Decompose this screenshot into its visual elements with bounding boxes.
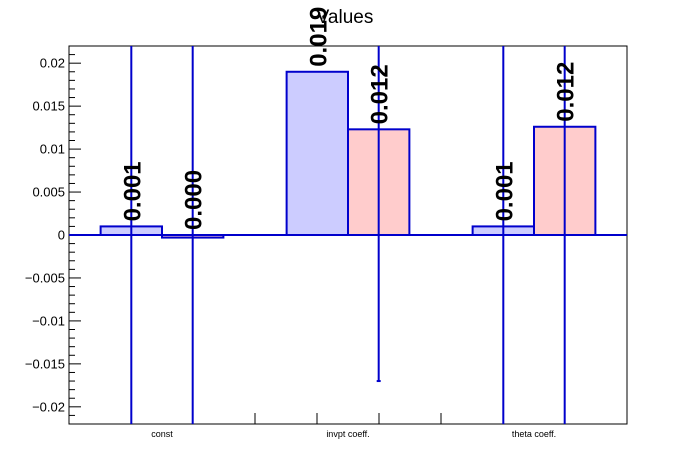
x-category-label: invpt coeff. <box>326 429 369 439</box>
value-label: 0.001 <box>491 161 518 221</box>
value-labels-layer: 0.001 0.000 0.019 0.012 0.001 0.012 <box>119 7 579 230</box>
y-tick-label: 0.005 <box>32 185 65 200</box>
y-tick-label: −0.005 <box>25 270 65 285</box>
y-tick-label: −0.01 <box>32 313 65 328</box>
value-label: 0.000 <box>181 170 208 230</box>
x-category-label: const <box>151 429 173 439</box>
y-tick-label: −0.015 <box>25 356 65 371</box>
y-tick-label: 0 <box>58 228 65 243</box>
x-category-label: theta coeff. <box>512 429 556 439</box>
value-label: 0.012 <box>553 62 580 122</box>
y-tick-label: −0.02 <box>32 399 65 414</box>
chart-title: Values <box>317 7 374 28</box>
value-label: 0.019 <box>305 7 332 67</box>
error-bars-layer <box>130 46 566 424</box>
bar <box>285 70 349 237</box>
value-label: 0.012 <box>367 64 394 124</box>
axes-layer: 0.02 0.015 0.01 0.005 0 −0.005 −0.01 −0.015 −0.0… <box>25 45 628 439</box>
y-tick-label: 0.02 <box>40 56 65 71</box>
bars-layer <box>99 70 597 239</box>
value-label: 0.001 <box>119 161 146 221</box>
y-tick-label: 0.01 <box>40 142 65 157</box>
y-tick-label: 0.015 <box>32 99 65 114</box>
